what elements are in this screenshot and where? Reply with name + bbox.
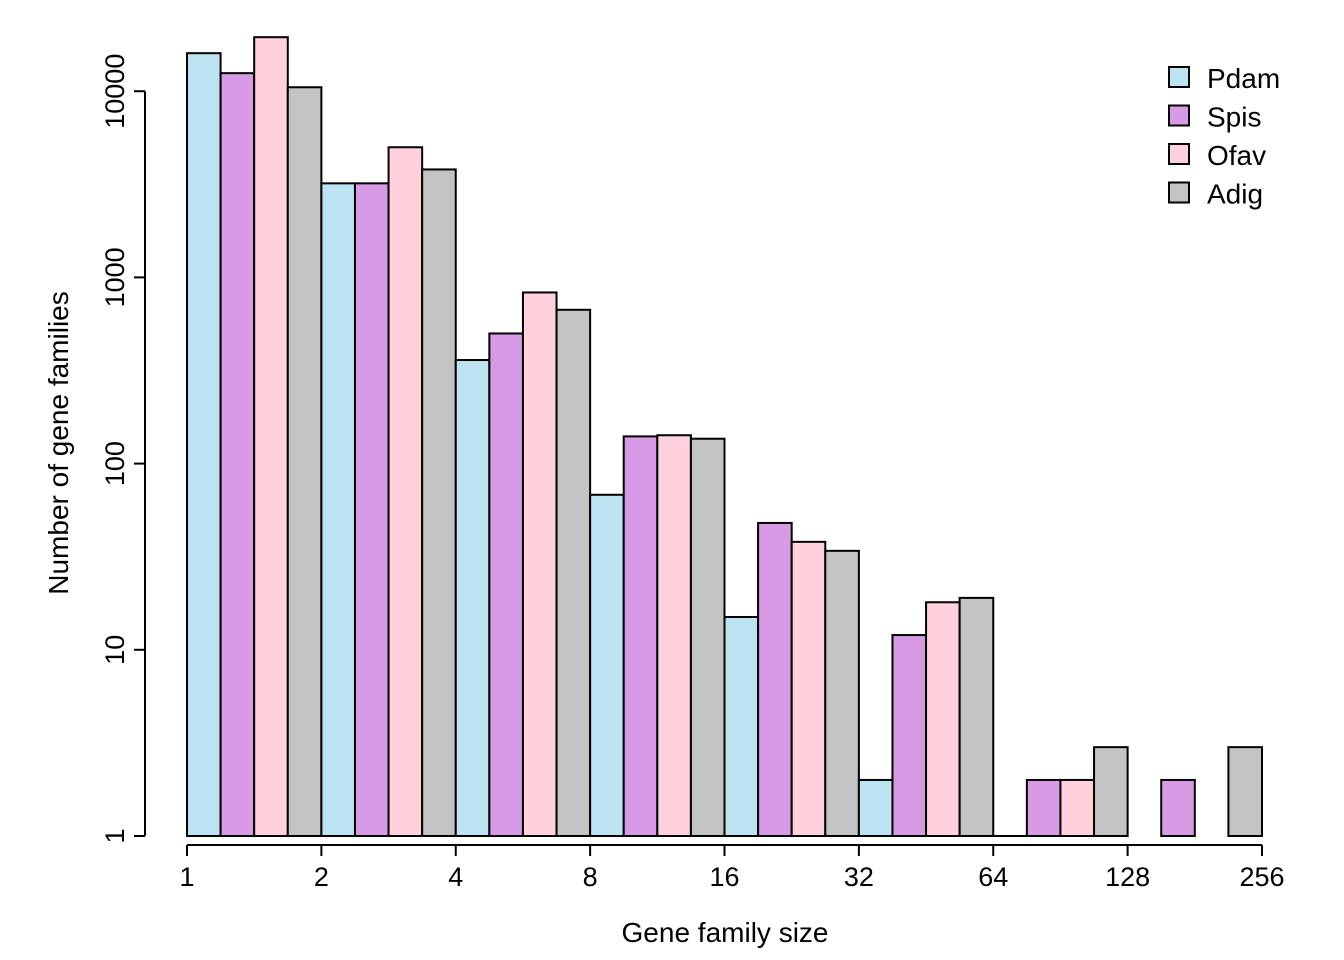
- legend-label-pdam: Pdam: [1207, 63, 1280, 94]
- bar-pdam-bin-4: [723, 616, 760, 837]
- y-tick-label: 10: [100, 635, 130, 665]
- x-tick-label: 1: [179, 862, 194, 892]
- legend-swatch-ofav: [1168, 143, 1190, 165]
- bars-group: [186, 36, 1263, 838]
- bar-adig-bin-0: [286, 86, 323, 837]
- x-tick-label: 256: [1239, 862, 1284, 892]
- y-tick-label: 1: [100, 828, 130, 843]
- y-tick-label: 10000: [100, 54, 130, 129]
- x-tick-label: 32: [844, 862, 874, 892]
- bar-ofav-bin-0: [253, 36, 289, 837]
- legend-label-spis: Spis: [1207, 102, 1261, 133]
- bar-ofav-bin-3: [656, 434, 692, 837]
- legend-swatch-spis: [1168, 104, 1190, 127]
- bar-spis-bin-2: [488, 332, 524, 837]
- x-tick-label: 16: [709, 862, 739, 892]
- bar-pdam-bin-3: [589, 493, 625, 837]
- legend-label-adig: Adig: [1207, 179, 1263, 210]
- bar-ofav-bin-2: [521, 291, 558, 837]
- bar-pdam-bin-0: [186, 52, 222, 837]
- bar-adig-bin-2: [555, 308, 592, 838]
- bar-adig-bin-3: [689, 437, 726, 837]
- bar-spis-bin-5: [891, 634, 928, 837]
- x-axis: 1 2 4 8 16 32 64 128 256: [179, 844, 1285, 892]
- legend-swatch-pdam: [1168, 66, 1190, 88]
- x-axis-label: Gene family size: [622, 917, 829, 948]
- bar-adig-bin-7: [1227, 746, 1263, 838]
- bar-pdam-bin-1: [320, 182, 356, 838]
- bar-spis-bin-4: [757, 521, 793, 837]
- legend: Pdam Spis Ofav Adig: [1168, 63, 1280, 210]
- bar-pdam-bin-2: [454, 359, 491, 837]
- x-tick-label: 64: [978, 862, 1008, 892]
- legend-swatch-adig: [1168, 181, 1190, 204]
- bar-adig-bin-5: [958, 596, 995, 837]
- bar-spis-bin-0: [219, 72, 256, 838]
- x-tick-label: 128: [1105, 862, 1150, 892]
- y-axis-label: Number of gene families: [43, 291, 74, 594]
- y-tick-label: 1000: [100, 247, 130, 307]
- bar-spis-bin-6: [1025, 778, 1062, 838]
- bar-ofav-bin-5: [925, 601, 961, 837]
- bar-ofav-bin-6: [1059, 778, 1096, 838]
- y-axis: 1 10 100 1000 10000: [100, 54, 146, 844]
- x-tick-label: 8: [583, 862, 598, 892]
- legend-label-ofav: Ofav: [1207, 140, 1266, 171]
- x-tick-label: 2: [314, 862, 329, 892]
- bar-adig-bin-1: [421, 168, 457, 838]
- x-tick-label: 4: [448, 862, 463, 892]
- bar-spis-bin-7: [1160, 778, 1196, 838]
- bar-spis-bin-1: [353, 182, 390, 838]
- bar-ofav-bin-4: [790, 540, 827, 837]
- bar-adig-bin-4: [824, 549, 860, 837]
- y-tick-label: 100: [100, 441, 130, 486]
- bar-spis-bin-3: [622, 435, 659, 837]
- bar-adig-bin-6: [1093, 746, 1129, 838]
- bar-ofav-bin-1: [387, 146, 424, 838]
- bar-pdam-bin-5: [857, 778, 894, 838]
